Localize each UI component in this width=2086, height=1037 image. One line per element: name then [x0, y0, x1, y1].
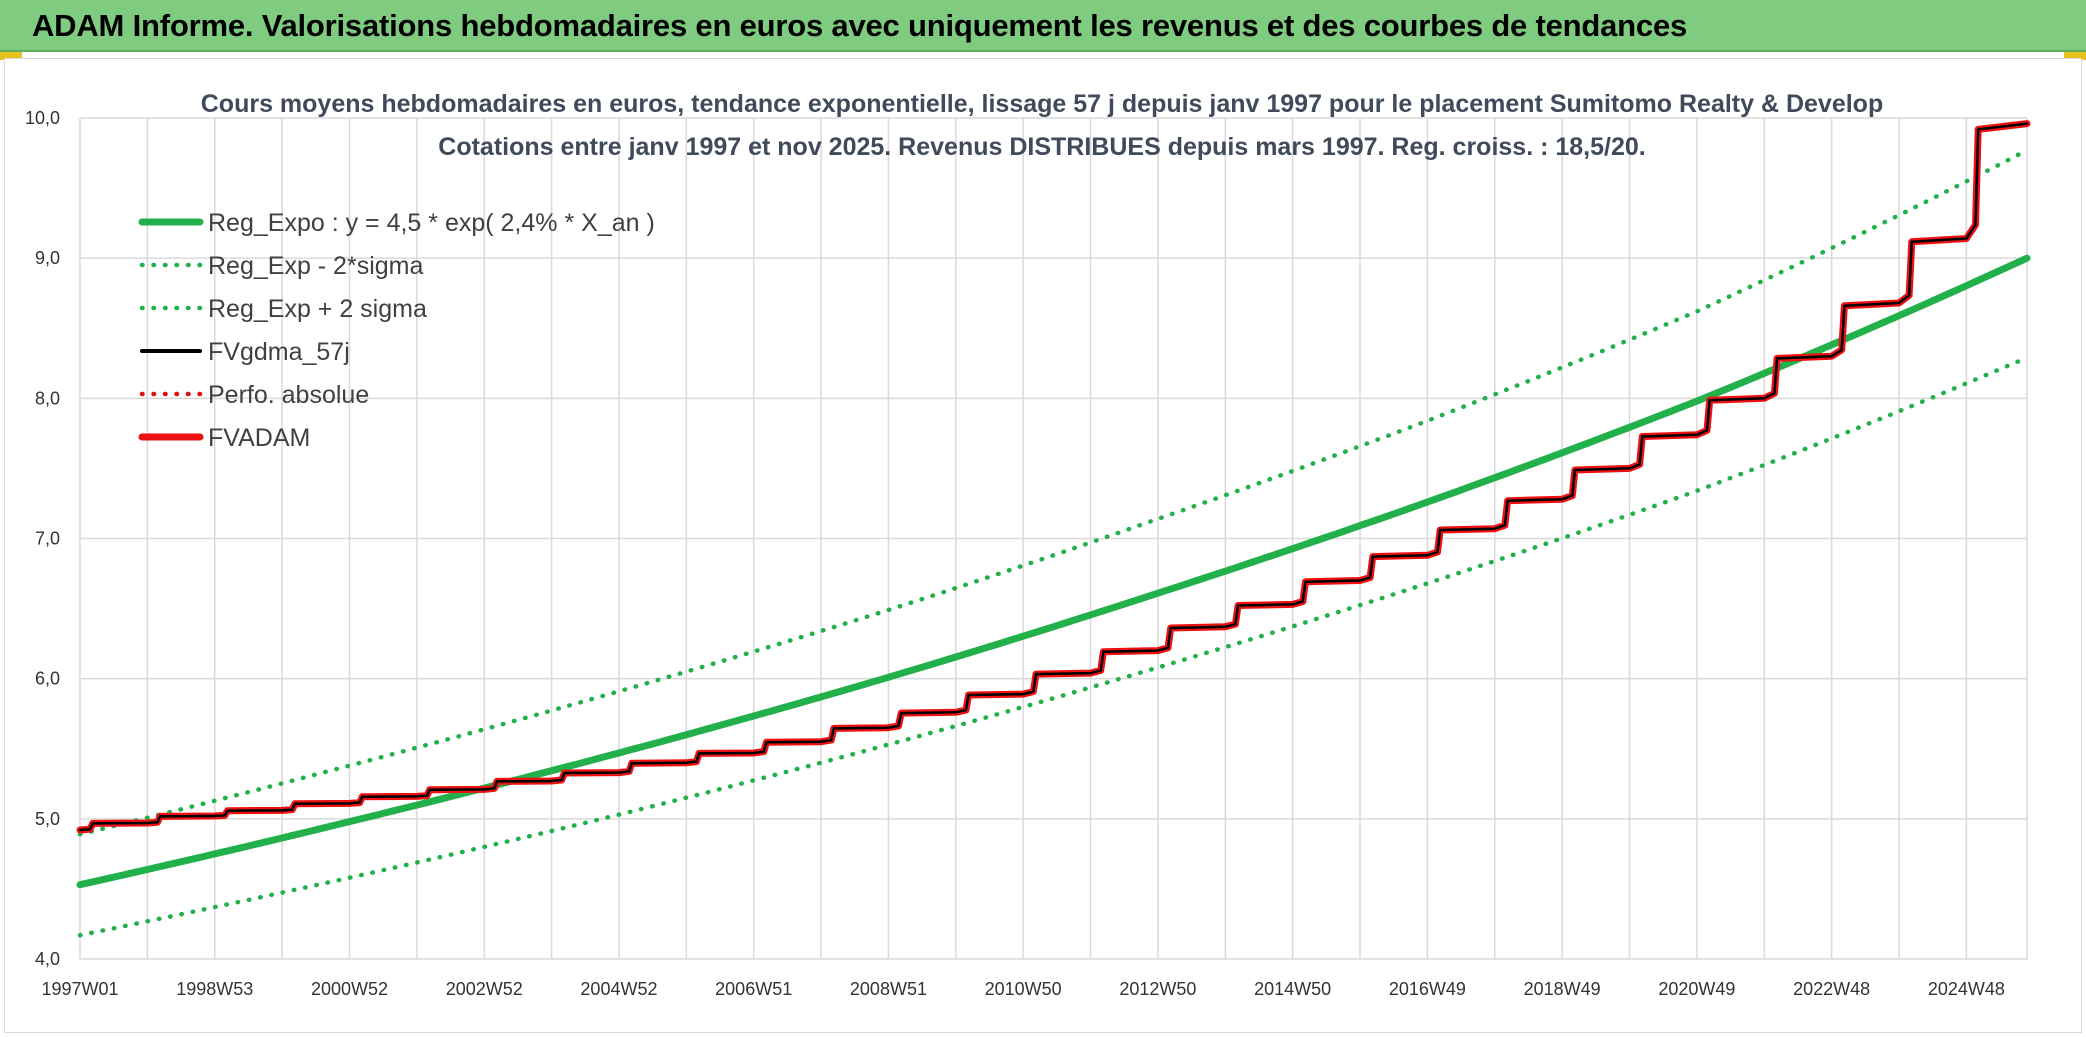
x-tick-label: 2014W50: [1254, 979, 1331, 999]
legend-label: FVADAM: [208, 424, 310, 452]
x-tick-label: 2000W52: [311, 979, 388, 999]
x-tick-label: 2016W49: [1389, 979, 1466, 999]
x-tick-label: 2008W51: [850, 979, 927, 999]
y-tick-label: 6,0: [35, 669, 60, 689]
series-line-3: [78, 122, 2029, 832]
y-tick-label: 7,0: [35, 529, 60, 549]
axes: 4,0 5,0 6,0 7,0 8,0 9,0 10,0 1997W01 1998W53 2000…: [25, 108, 2005, 999]
chart-subtitle: Cotations entre janv 1997 et nov 2025. R…: [438, 133, 1645, 161]
x-tick-label: 2022W48: [1793, 979, 1870, 999]
x-tick-label: 1997W01: [41, 979, 118, 999]
legend-label: Reg_Exp - 2*sigma: [208, 252, 423, 280]
y-tick-label: 9,0: [35, 248, 60, 268]
x-tick-label: 2020W49: [1658, 979, 1735, 999]
legend-label: Reg_Expo : y = 4,5 * exp( 2,4% * X_an ): [208, 209, 655, 237]
corner-accent-right: [2064, 52, 2086, 60]
y-tick-label: 8,0: [35, 388, 60, 408]
corner-accent-left: [0, 52, 22, 60]
x-tick-label: 2004W52: [580, 979, 657, 999]
x-tick-label: 2024W48: [1928, 979, 2005, 999]
x-tick-label: 2006W51: [715, 979, 792, 999]
grid: [79, 117, 2028, 960]
report-banner: ADAM Informe. Valorisations hebdomadaire…: [0, 0, 2086, 52]
series-line-0: [76, 254, 2031, 889]
series-layer: [76, 120, 2031, 938]
y-tick-label: 4,0: [35, 949, 60, 969]
x-tick-label: 2010W50: [985, 979, 1062, 999]
report-title: ADAM Informe. Valorisations hebdomadaire…: [32, 8, 1688, 43]
x-tick-label: 2012W50: [1119, 979, 1196, 999]
x-tick-label: 2002W52: [446, 979, 523, 999]
legend-label: Reg_Exp + 2 sigma: [208, 295, 427, 323]
chart-title: Cours moyens hebdomadaires en euros, ten…: [201, 90, 1883, 118]
chart-frame: [4, 58, 2082, 1033]
y-tick-label: 5,0: [35, 809, 60, 829]
x-tick-label: 1998W53: [176, 979, 253, 999]
series-line-2: [77, 147, 2030, 837]
series-line-1: [77, 355, 2030, 938]
legend-label: FVgdma_57j: [208, 338, 350, 366]
legend-label: Perfo. absolue: [208, 381, 369, 409]
y-tick-label: 10,0: [25, 108, 60, 128]
x-tick-label: 2018W49: [1524, 979, 1601, 999]
legend: Reg_Expo : y = 4,5 * exp( 2,4% * X_an ) R…: [138, 209, 655, 452]
